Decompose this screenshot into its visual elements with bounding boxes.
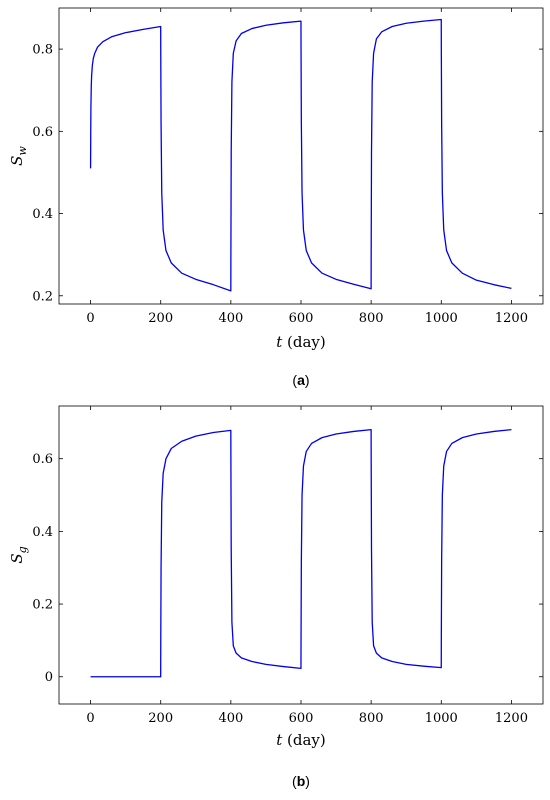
- caption-letter: b: [297, 773, 306, 789]
- x-tick-label: 600: [289, 311, 314, 326]
- chart-a: 0 200 400 600 800 1000 1200 0.2 0.4 0.6 0.8 t (day)…: [8, 7, 544, 388]
- x-tick-label: 1000: [425, 711, 458, 726]
- x-axis-title: t (day): [276, 333, 326, 351]
- x-tick-label: 600: [289, 711, 314, 726]
- x-tick-label: 1200: [495, 711, 528, 726]
- chart-b: 0 200 400 600 800 1000 1200 0 0.2 0.4 0.6 t (day) Sg…: [8, 405, 544, 789]
- figure-caption: (b): [292, 773, 310, 789]
- x-tick-label: 0: [86, 311, 94, 326]
- x-tick-label: 800: [359, 311, 384, 326]
- caption-letter: a: [297, 372, 305, 388]
- y-axis-variable: S: [8, 553, 26, 563]
- y-tick-label: 0.2: [32, 289, 53, 304]
- figure-caption: (a): [292, 372, 309, 388]
- x-axis-variable: t: [276, 333, 283, 351]
- y-axis-subscript: w: [16, 146, 29, 156]
- y-tick-label: 0.6: [32, 125, 53, 140]
- x-axis-unit: (day): [282, 333, 326, 351]
- caption-open-paren: (: [292, 372, 297, 388]
- caption-close-paren: ): [305, 372, 310, 388]
- y-tick-label: 0.8: [32, 43, 53, 58]
- x-axis-variable: t: [276, 731, 283, 749]
- y-tick-label: 0.4: [32, 207, 53, 222]
- x-axis-title: t (day): [276, 731, 326, 749]
- y-axis-title: Sg: [8, 546, 29, 563]
- y-axis-subscript: g: [16, 546, 29, 553]
- series-line-0: [90, 428, 512, 678]
- y-tick-label: 0.4: [32, 525, 53, 540]
- x-tick-label: 1000: [425, 311, 458, 326]
- caption-close-paren: ): [305, 773, 310, 789]
- y-tick-label: 0.6: [32, 452, 53, 467]
- series-line-0: [89, 18, 512, 292]
- x-tick-label: 200: [148, 711, 173, 726]
- x-tick-label: 1200: [495, 311, 528, 326]
- x-tick-label: 400: [218, 311, 243, 326]
- x-tick-label: 200: [148, 311, 173, 326]
- x-axis-unit: (day): [282, 731, 326, 749]
- x-tick-label: 800: [359, 711, 384, 726]
- caption-open-paren: (: [292, 773, 297, 789]
- x-tick-label: 400: [218, 711, 243, 726]
- y-tick-label: 0.2: [32, 598, 53, 613]
- y-tick-label: 0: [45, 670, 53, 685]
- y-axis-title: Sw: [8, 146, 29, 166]
- x-tick-label: 0: [86, 711, 94, 726]
- y-axis-variable: S: [8, 156, 26, 166]
